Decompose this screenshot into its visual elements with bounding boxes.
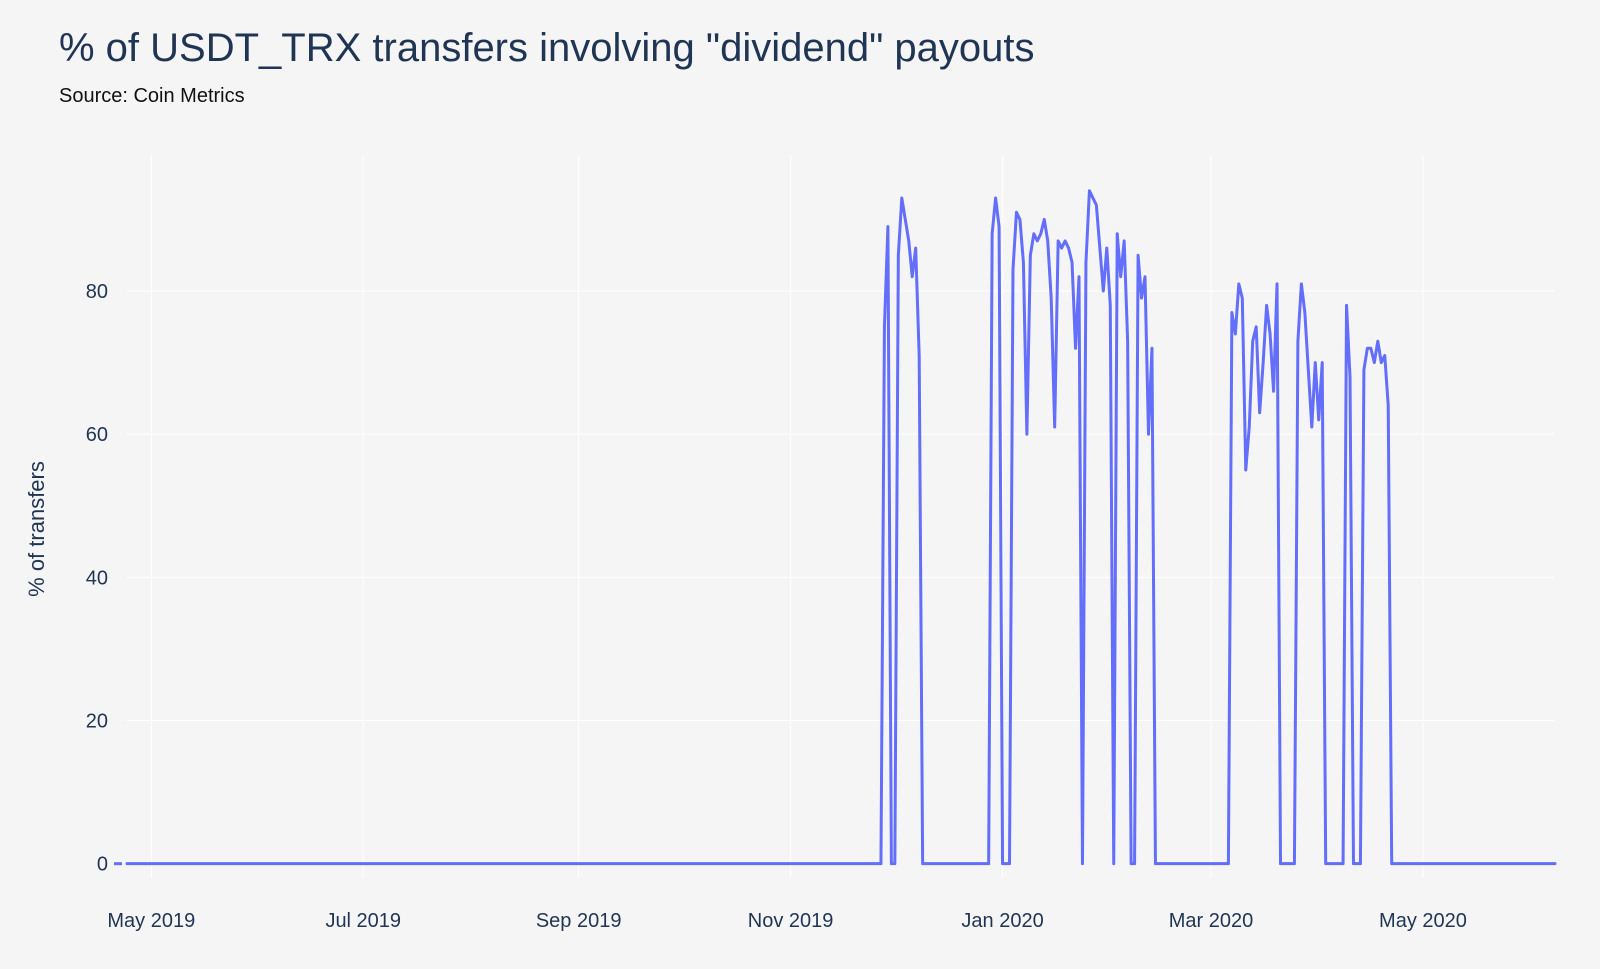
x-tick-label: May 2020 — [1379, 910, 1467, 932]
y-tick-label: 60 — [86, 424, 108, 446]
x-tick-label: May 2019 — [107, 910, 195, 932]
y-axis-label: % of transfers — [24, 461, 49, 597]
y-tick-label: 80 — [86, 281, 108, 303]
y-tick-label: 20 — [86, 711, 108, 733]
y-tick-label: 0 — [97, 854, 108, 876]
series-layer — [125, 189, 1557, 866]
series-line — [125, 189, 1557, 866]
x-tick-label: Jul 2019 — [325, 910, 401, 932]
x-tick-label: Nov 2019 — [748, 910, 834, 932]
chart-subtitle: Source: Coin Metrics — [59, 85, 245, 107]
y-axis-ticks: 0 20 40 60 80 — [86, 281, 108, 876]
x-tick-label: Mar 2020 — [1169, 910, 1254, 932]
chart-title: % of USDT_TRX transfers involving "divid… — [59, 26, 1035, 70]
x-axis-ticks: May 2019 Jul 2019 Sep 2019 Nov 2019 Jan 2020… — [107, 910, 1466, 932]
x-tick-label: Jan 2020 — [961, 910, 1043, 932]
grid-lines — [127, 155, 1555, 878]
y-tick-label: 40 — [86, 567, 108, 589]
x-tick-label: Sep 2019 — [536, 910, 622, 932]
